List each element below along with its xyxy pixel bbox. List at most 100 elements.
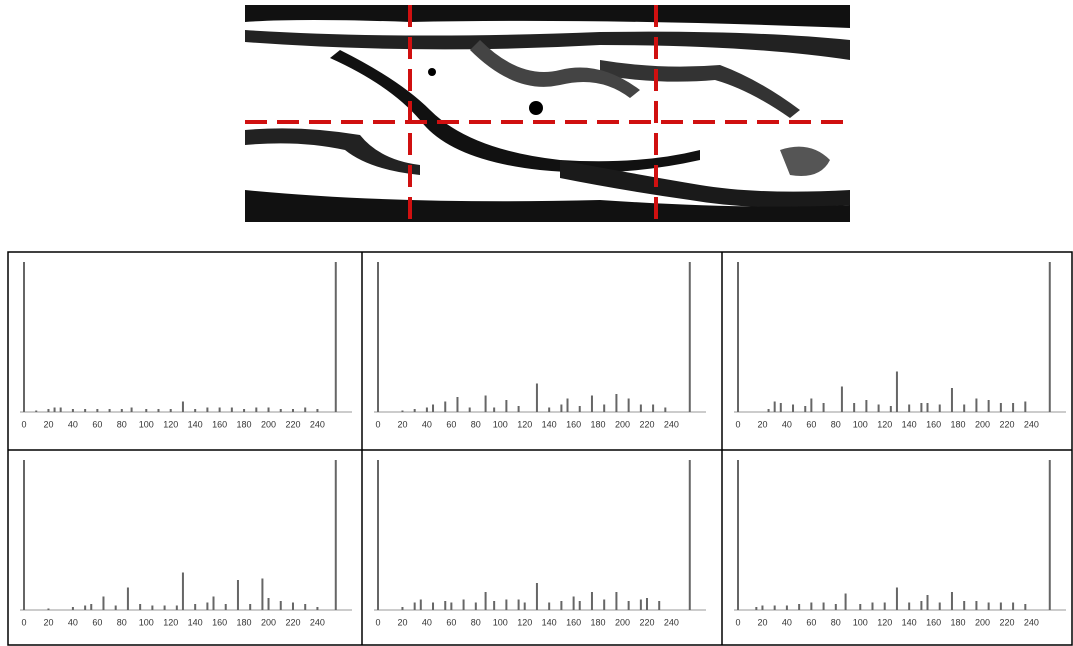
x-tick-label: 180 (951, 617, 966, 627)
histogram-bar (939, 405, 941, 413)
histogram-bar (755, 607, 757, 610)
histogram-bar (560, 601, 562, 610)
histogram-bar (505, 600, 507, 611)
x-tick-label: 20 (757, 617, 767, 627)
x-tick-label: 160 (926, 419, 941, 429)
x-tick-label: 200 (261, 419, 276, 429)
x-tick-label: 20 (397, 419, 407, 429)
x-tick-label: 120 (163, 617, 178, 627)
x-tick-label: 200 (975, 419, 990, 429)
histogram-bar (939, 603, 941, 611)
histogram-bar (548, 603, 550, 611)
x-tick-label: 160 (212, 419, 227, 429)
histogram-bar (1024, 402, 1026, 413)
histogram-bar (84, 409, 86, 412)
histogram-bar (219, 408, 221, 413)
x-tick-label: 0 (21, 419, 26, 429)
histogram-bar (225, 604, 227, 610)
histogram-bar (316, 409, 318, 412)
x-tick-label: 240 (664, 419, 679, 429)
histogram-bar (493, 408, 495, 413)
x-tick-label: 40 (68, 419, 78, 429)
histogram-bar (420, 600, 422, 611)
histogram-bar (261, 579, 263, 611)
histogram-bar (115, 606, 117, 611)
histogram-bar (414, 409, 416, 412)
histogram-bar (109, 409, 111, 412)
histogram-bar (865, 400, 867, 412)
x-tick-label: 140 (902, 617, 917, 627)
x-tick-label: 200 (975, 617, 990, 627)
histogram-bar (988, 603, 990, 611)
histogram-bar (194, 409, 196, 412)
histogram-bar (603, 600, 605, 611)
histogram-bar (963, 601, 965, 610)
histogram-bar (35, 411, 37, 413)
histogram-bar (652, 405, 654, 413)
histogram-bar (518, 406, 520, 412)
histogram-bar (463, 600, 465, 611)
x-tick-label: 20 (43, 419, 53, 429)
histogram-bar (47, 409, 49, 412)
x-tick-label: 0 (21, 617, 26, 627)
histogram-bar (1000, 603, 1002, 611)
histogram-bar (737, 262, 739, 412)
histogram-bar (1049, 460, 1051, 610)
x-tick-label: 140 (542, 617, 557, 627)
histogram-bar (414, 603, 416, 611)
histogram-bar (182, 402, 184, 413)
x-tick-label: 240 (310, 419, 325, 429)
histogram-bar (90, 604, 92, 610)
histogram-bar (401, 607, 403, 610)
histogram-bar (579, 601, 581, 610)
x-tick-label: 20 (43, 617, 53, 627)
histogram-bar (786, 606, 788, 611)
histogram-bar (774, 606, 776, 611)
x-tick-label: 40 (68, 617, 78, 627)
histogram-bar (920, 403, 922, 412)
histogram-bar (157, 409, 159, 412)
histogram-bar (456, 397, 458, 412)
histogram-bar (243, 409, 245, 412)
histogram-bar (774, 402, 776, 413)
x-tick-label: 180 (591, 617, 606, 627)
histogram-bar (845, 594, 847, 611)
x-tick-label: 180 (237, 419, 252, 429)
x-tick-label: 20 (397, 617, 407, 627)
histogram-bar (268, 408, 270, 413)
histogram-bar (280, 601, 282, 610)
x-tick-label: 40 (782, 419, 792, 429)
x-tick-label: 80 (117, 617, 127, 627)
x-tick-label: 40 (422, 617, 432, 627)
x-tick-label: 240 (310, 617, 325, 627)
segmented-image (245, 5, 850, 222)
x-tick-label: 60 (446, 617, 456, 627)
histogram-bar (823, 603, 825, 611)
histogram-bar (640, 405, 642, 413)
histogram-bar (737, 460, 739, 610)
histogram-bar (884, 603, 886, 611)
histogram-bar (1012, 403, 1014, 412)
histogram-bar (432, 603, 434, 611)
histogram-bar (780, 403, 782, 412)
x-tick-label: 160 (926, 617, 941, 627)
x-tick-label: 60 (92, 617, 102, 627)
histogram-bar (426, 408, 428, 413)
histogram-bar (164, 606, 166, 611)
histogram-bar (615, 394, 617, 412)
histogram-bar (664, 408, 666, 413)
histogram-bar (798, 604, 800, 610)
histogram-bar (1049, 262, 1051, 412)
histogram-bar (1012, 603, 1014, 611)
histogram-bar (23, 262, 25, 412)
histogram-bar (121, 409, 123, 412)
x-tick-label: 200 (615, 419, 630, 429)
histogram-bar (206, 408, 208, 413)
x-tick-label: 200 (615, 617, 630, 627)
histogram-bar (60, 408, 62, 413)
histogram-bar (689, 262, 691, 412)
x-tick-label: 140 (902, 419, 917, 429)
histogram-bar (304, 604, 306, 610)
histogram-bar (280, 409, 282, 412)
histogram-bar (131, 408, 133, 413)
